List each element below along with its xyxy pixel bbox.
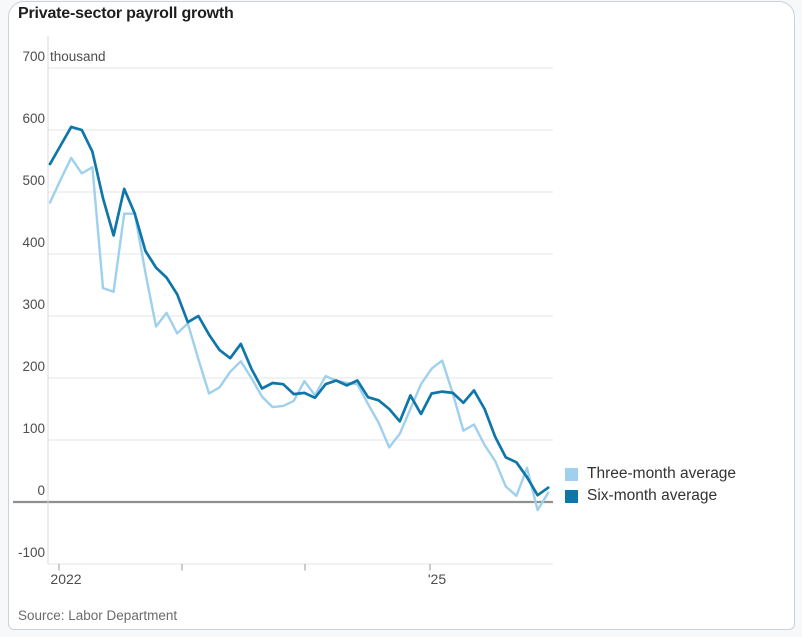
chart-legend: Three-month average Six-month average [565,463,736,507]
legend-label: Six-month average [587,487,718,504]
y-axis-label: 600 [22,111,45,126]
series-line-three-month-average [48,156,550,512]
y-axis-label: 100 [22,421,45,436]
legend-item-six-month: Six-month average [565,485,736,507]
y-axis-label: 0 [37,483,45,498]
chart-title: Private-sector payroll growth [18,5,234,22]
x-axis-label: 2022 [50,571,81,587]
y-axis-label: 400 [22,235,45,250]
y-axis-label: 500 [22,173,45,188]
x-axis-label: '25 [428,571,446,587]
three-month-swatch-icon [565,467,578,481]
y-axis-label: -100 [18,545,45,560]
legend-label: Three-month average [587,465,737,482]
y-axis-unit-label: thousand [50,49,106,64]
legend-item-three-month: Three-month average [565,463,736,485]
six-month-swatch-icon [565,489,578,503]
y-axis-label: 300 [22,297,45,312]
y-axis-label: 700 [22,49,45,64]
series-line-six-month-average [48,125,550,497]
y-axis-label: 200 [22,359,45,374]
source-note: Source: Labor Department [18,608,178,623]
